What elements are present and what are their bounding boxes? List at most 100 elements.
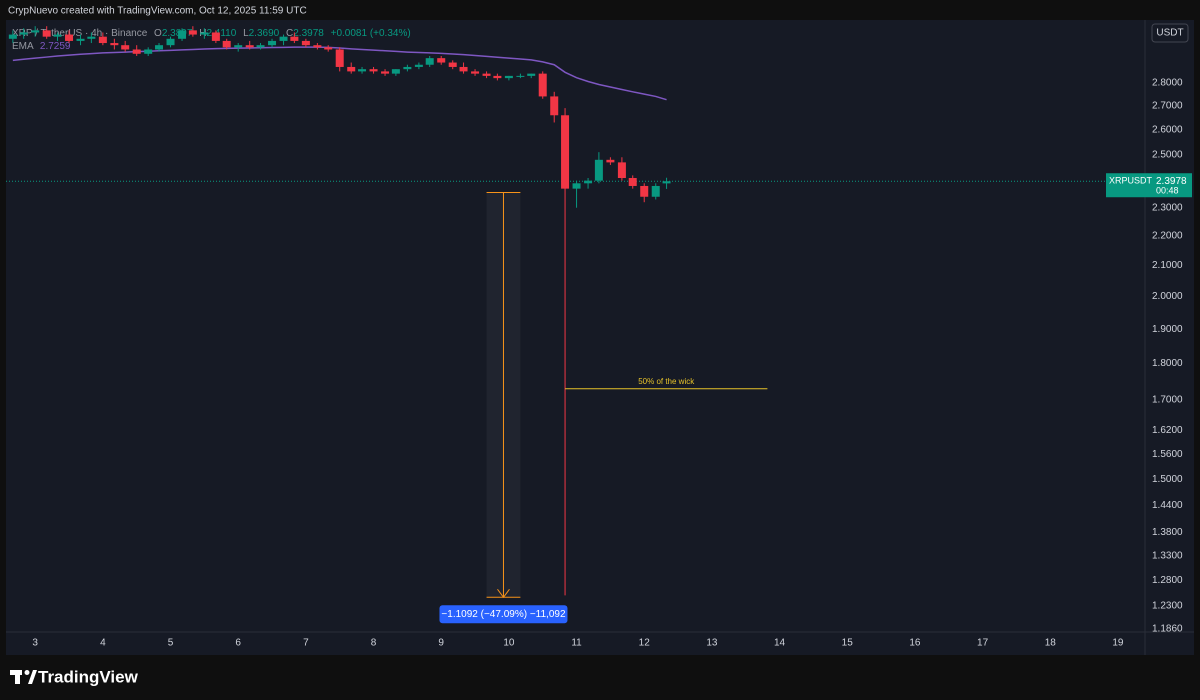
y-tick-label: 1.4400 (1152, 500, 1183, 511)
x-tick-label: 13 (706, 638, 718, 649)
candle-body (493, 75, 502, 79)
pane-bg (6, 20, 1194, 655)
legend-h-val: 2.4110 (206, 28, 236, 39)
y-tick-label: 1.7000 (1152, 395, 1183, 406)
candle-body (391, 69, 400, 74)
candle-body (561, 115, 570, 189)
measure-label-bg (439, 605, 568, 624)
candle-body (369, 69, 378, 72)
x-tick-label: 10 (503, 638, 515, 649)
x-tick-label: 19 (1112, 638, 1124, 649)
candle-body (335, 49, 344, 67)
x-tick-label: 9 (438, 638, 444, 649)
candle-body (110, 43, 119, 46)
candle-body (640, 185, 649, 197)
legend-o-val: 2.3897 (162, 28, 193, 39)
candle-body (121, 45, 130, 50)
price-tag-value: 2.3978 (1156, 176, 1187, 187)
candle-body (42, 30, 51, 37)
footer-bg (0, 656, 1200, 700)
measure-label: −1.1092 (−47.09%) −11,092 (441, 609, 566, 620)
candle-body (628, 178, 637, 186)
y-tick-label: 1.5000 (1152, 474, 1183, 485)
candle-body (527, 73, 536, 76)
candle-body (98, 36, 107, 44)
candle-body (234, 45, 243, 48)
ema-value: 2.7259 (40, 41, 71, 52)
x-tick-label: 17 (977, 638, 989, 649)
candle-body (662, 181, 671, 184)
legend-c: C (286, 28, 293, 39)
candle-body (381, 71, 390, 74)
y-tick-label: 1.3800 (1152, 527, 1183, 538)
price-tag-countdown: 00:48 (1156, 186, 1179, 196)
x-tick-label: 8 (371, 638, 377, 649)
y-tick-label: 2.6000 (1152, 124, 1183, 135)
legend-o: O (154, 28, 162, 39)
candle-body (617, 162, 626, 179)
candle-body (448, 62, 457, 67)
legend-c-val: 2.3978 (293, 28, 324, 39)
candle-body (403, 66, 412, 70)
y-tick-label: 2.5000 (1152, 149, 1183, 160)
legend-change: +0.0081 (+0.34%) (331, 28, 411, 39)
measure-arrowhead (497, 588, 510, 599)
candle-body (347, 66, 356, 72)
y-tick-label: 2.3000 (1152, 202, 1183, 213)
price-tag-symbol: XRPUSDT (1109, 176, 1153, 186)
x-tick-label: 16 (909, 638, 921, 649)
candle-body (65, 34, 74, 41)
currency-label[interactable]: USDT (1156, 28, 1183, 39)
x-tick-label: 6 (235, 638, 241, 649)
candle-body (594, 159, 603, 181)
ema-legend: EMA 2.7259 (12, 41, 71, 52)
y-tick-label: 1.2300 (1152, 600, 1183, 611)
y-tick-label: 2.2000 (1152, 231, 1183, 242)
candle-body (8, 34, 17, 39)
candle-body (155, 45, 164, 50)
legend-symbol: XRP / TetherUS · 4h · Binance (12, 28, 148, 39)
x-tick-label: 3 (32, 638, 38, 649)
candle-body (132, 49, 141, 54)
x-tick-label: 14 (774, 638, 786, 649)
x-tick-label: 4 (100, 638, 106, 649)
annotation-text: 50% of the wick (638, 377, 695, 386)
candle-body (256, 45, 265, 48)
candle-body (425, 58, 434, 65)
candle-body (31, 30, 40, 33)
candle-body (178, 30, 187, 39)
y-tick-label: 2.7000 (1152, 100, 1183, 111)
candle-body (268, 40, 277, 46)
y-tick-label: 1.6200 (1152, 425, 1183, 436)
y-tick-label: 2.0000 (1152, 291, 1183, 302)
candle-body (516, 75, 525, 77)
x-tick-label: 12 (639, 638, 651, 649)
y-tick-label: 1.2800 (1152, 575, 1183, 586)
candle-body (584, 180, 593, 184)
x-tick-label: 11 (571, 638, 582, 649)
x-tick-label: 7 (303, 638, 309, 649)
legend-l-val: 2.3690 (249, 28, 280, 39)
candle-body (572, 183, 581, 189)
y-tick-label: 2.1000 (1152, 260, 1183, 271)
ema-label: EMA (12, 41, 34, 52)
candle-body (87, 36, 96, 39)
y-tick-label: 1.3300 (1152, 551, 1183, 562)
candle-body (76, 38, 85, 41)
candle-body (459, 66, 468, 72)
candle-body (301, 40, 310, 46)
currency-button[interactable] (1151, 23, 1189, 43)
logo-part (15, 670, 20, 684)
y-tick-label: 1.1860 (1152, 623, 1183, 634)
tv-logo (10, 670, 37, 684)
header: CrypNuevo created with TradingView.com, … (8, 6, 307, 17)
candle-body (437, 58, 446, 63)
candle-body (414, 64, 423, 67)
candle-body (313, 45, 322, 48)
candle-body (222, 40, 231, 48)
x-tick-label: 18 (1045, 638, 1057, 649)
candle-body (504, 75, 513, 79)
candle-body (482, 73, 491, 76)
candle-body (211, 32, 220, 41)
